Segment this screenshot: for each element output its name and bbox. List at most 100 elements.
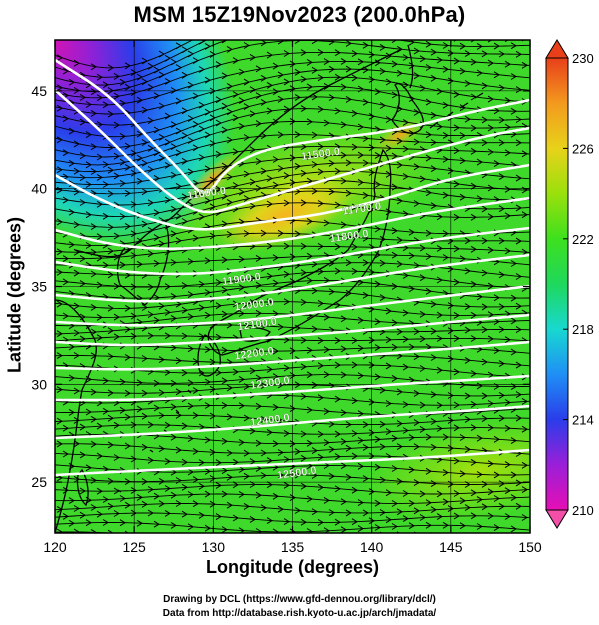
wind-arrow (73, 440, 80, 448)
wind-arrow (498, 326, 505, 333)
wind-arrow (249, 53, 256, 61)
wind-arrow (396, 443, 403, 451)
wind-arrow (306, 406, 313, 414)
wind-arrow (504, 97, 511, 105)
wind-arrow (425, 131, 432, 139)
wind-arrow (198, 40, 205, 45)
wind-arrow (209, 475, 216, 482)
wind-arrow (243, 170, 250, 178)
wind-arrow (255, 120, 262, 128)
wind-arrow (226, 108, 233, 116)
wind-arrow (396, 508, 403, 516)
wind-arrow (351, 243, 358, 251)
wind-arrow (464, 356, 471, 364)
wind-arrow (79, 511, 86, 519)
wind-arrow (73, 167, 80, 175)
wind-arrow (215, 459, 222, 467)
wind-arrow (85, 181, 92, 188)
wind-arrow (56, 268, 63, 276)
wind-arrow (436, 513, 443, 521)
colorbar-top-arrow (545, 39, 569, 59)
wind-arrow (481, 503, 488, 511)
wind-arrow (119, 179, 126, 187)
wind-arrow (391, 183, 398, 191)
wind-arrow (73, 352, 80, 359)
wind-arrow (289, 494, 296, 502)
wind-arrow (260, 167, 267, 175)
wind-arrow (464, 267, 471, 275)
wind-arrow (510, 294, 517, 302)
wind-arrow (379, 420, 386, 428)
wind-arrow (238, 347, 245, 355)
wind-arrow (119, 378, 126, 386)
wind-arrow (459, 470, 466, 478)
streamline (55, 180, 530, 218)
wind-arrow (175, 149, 182, 157)
wind-arrow (312, 0, 317, 6)
wind-arrow (175, 357, 182, 365)
wind-arrow (295, 0, 300, 6)
wind-arrow (277, 323, 284, 331)
wind-arrow (56, 136, 63, 144)
wind-arrow (198, 369, 205, 377)
wind-arrow (283, 518, 290, 526)
wind-arrow (289, 372, 296, 379)
wind-arrow (85, 375, 92, 383)
wind-arrow (515, 50, 522, 58)
wind-arrow (266, 51, 273, 59)
wind-arrow (465, 535, 470, 541)
wind-arrow (386, 24, 391, 30)
wind-arrow (413, 108, 420, 116)
wind-arrow (420, 31, 425, 37)
y-tick-label: 30 (31, 376, 47, 392)
wind-arrow (124, 501, 131, 509)
wind-arrow (294, 68, 301, 76)
wind-arrow (158, 356, 165, 364)
wind-arrow (90, 168, 97, 175)
wind-arrow (442, 65, 449, 73)
wind-arrow (391, 523, 398, 530)
streamline (55, 170, 530, 206)
wind-arrow (379, 67, 386, 75)
wind-arrow (430, 327, 437, 335)
wind-arrow (113, 454, 120, 461)
y-tick-label: 25 (31, 474, 47, 490)
wind-arrow (255, 402, 262, 410)
wind-arrow (396, 161, 403, 169)
wind-arrow (430, 506, 437, 514)
wind-arrow (300, 298, 307, 306)
wind-arrow (238, 490, 245, 498)
wind-arrow (487, 488, 494, 496)
wind-arrow (90, 388, 97, 396)
wind-arrow (198, 154, 205, 161)
wind-arrow (238, 218, 245, 226)
wind-arrow (493, 42, 500, 50)
wind-arrow (124, 530, 129, 533)
wind-arrow (391, 434, 398, 442)
wind-arrow (436, 276, 443, 284)
wind-arrow (221, 526, 228, 533)
wind-arrow (340, 221, 347, 229)
wind-arrow (130, 89, 137, 97)
wind-arrow (255, 347, 262, 355)
wind-arrow (141, 106, 148, 114)
wind-arrow (306, 439, 313, 447)
wind-arrow (317, 143, 324, 151)
wind-arrow (107, 477, 114, 485)
wind-arrow (442, 254, 449, 261)
wind-arrow (56, 330, 63, 338)
wind-arrow (442, 433, 449, 441)
wind-arrow (187, 313, 194, 321)
wind-arrow (209, 203, 216, 211)
wind-arrow (413, 138, 420, 146)
wind-arrow (498, 84, 505, 92)
wind-arrow (124, 442, 131, 450)
wind-arrow (482, 28, 487, 34)
wind-arrow (266, 517, 273, 525)
wind-arrow (385, 116, 392, 123)
wind-arrow (221, 310, 228, 318)
wind-arrow (459, 522, 466, 530)
wind-arrow (277, 381, 284, 389)
wind-arrow (379, 476, 386, 484)
wind-arrow (204, 490, 211, 498)
